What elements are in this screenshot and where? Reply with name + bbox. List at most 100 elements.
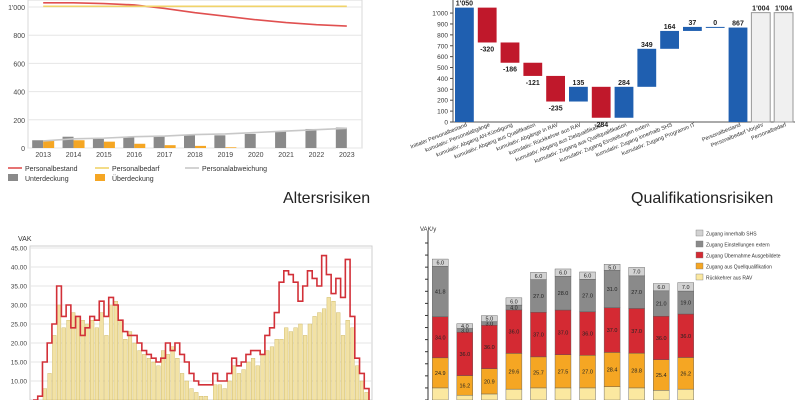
age-bar-bestand [364,392,369,400]
waterfall-bar [637,48,657,87]
line-personalabweichung [43,127,347,142]
stack-value-label: 26.2 [680,371,691,377]
age-bar-bestand [180,373,185,400]
stack-value-label: 5.0 [608,265,616,271]
stack-segment [505,297,523,306]
age-bar-bestand [284,327,289,400]
stack-value-label: 27.0 [631,290,642,296]
stack-segment [530,387,547,400]
x-tick-label: 2020 [248,152,264,159]
stack-segment [653,390,670,400]
stack-segment [554,387,572,400]
stack-value-label: 37.0 [533,333,544,339]
waterfall-value-label: 0 [713,20,717,27]
stack-value-label: 6.0 [657,285,665,291]
age-bar-bestand [269,346,275,400]
age-bar-bestand [350,327,355,400]
stack-segment [432,387,449,400]
legend-swatch [695,240,704,248]
age-bar-bestand [75,316,81,400]
x-tick-label: 2018 [187,152,203,159]
stack-value-label: 7.0 [682,285,690,291]
y-tick-label: 100 [437,109,448,116]
waterfall-bar [523,62,543,76]
stack-value-label: 28.8 [631,369,642,375]
waterfall-value-label: 1'004 [752,6,769,13]
waterfall-value-label: -186 [503,67,517,74]
age-bar-bestand [265,350,270,400]
stack-segment [653,283,670,292]
y-tick-label: 0 [21,146,25,153]
age-bar-bestand [56,304,62,400]
age-bar-bestand [151,361,156,400]
age-distribution-chart: VAK 10.00 15.00 20.00 25.00 30.00 35.00 40.00 45… [11,236,373,400]
age-bar-bestand [340,335,346,400]
y-tick-label: 35.00 [11,284,28,291]
stack-value-label: 36.0 [680,334,691,340]
stack-value-label: 16.2 [459,383,470,389]
y-tick-label: 30.00 [11,303,28,310]
stack-segment [530,272,547,280]
age-bar-bestand [213,384,218,400]
stack-segment [579,271,596,280]
stack-value-label: 31.0 [607,287,618,293]
age-step-line-bedarf [33,254,370,400]
age-bar-bestand [142,354,147,400]
age-bar-bestand [161,350,166,400]
age-bar-bestand [203,395,208,400]
stack-segment [481,393,498,400]
age-bar-bestand [85,323,90,400]
bar-unterdeckung [305,128,317,148]
bar-ueberdeckung [134,143,146,148]
waterfall-value-label: 1'004 [775,6,792,13]
personnel-chart: 0 200 400 600 800 1'000 2013 2014 2015 2016 2017 20… [8,0,363,183]
age-bar-bestand [127,331,133,400]
y-tick-label: 1'000 [432,11,448,18]
age-bar-bestand [156,365,161,400]
stack-value-label: 24.9 [435,371,446,377]
stack-value-label: 37.0 [631,329,642,335]
y-tick-label: 10.00 [11,379,28,386]
waterfall-value-label: -284 [594,122,608,129]
legend-swatch [695,229,704,237]
y-tick-label: 0 [444,120,448,127]
stack-value-label: 36.0 [509,330,520,336]
waterfall-bar [750,12,771,123]
stack-segment [603,386,621,400]
y-tick-label: 500 [437,65,448,72]
age-bar-bestand [307,323,312,400]
stack-segment [554,268,572,277]
y-tick-label: 200 [13,118,25,125]
age-bar-bestand [146,357,152,400]
age-bar-bestand [250,357,256,400]
legend-label: Zugang innerhalb SHS [706,232,757,238]
stack-value-label: 6.0 [510,299,518,305]
stack-value-label: 41.8 [435,290,446,296]
bar-unterdeckung [32,140,44,148]
age-bar-bestand [236,373,241,400]
waterfall-bar [660,30,679,49]
x-tick-label: 2016 [126,152,142,159]
legend-label: Personalbestand [25,166,78,173]
age-bar-bestand [71,312,76,400]
bar-unterdeckung [92,138,104,148]
age-bar-bestand [260,354,265,400]
waterfall-value-label: 349 [641,42,653,49]
age-bar-bestand [118,319,123,400]
stack-segment [628,267,645,277]
stack-value-label: 4.0 [510,305,518,311]
age-bar-bestand [80,319,85,400]
legend-swatch [695,273,704,281]
waterfall-value-label: -121 [526,80,540,87]
line-personalbestand [43,2,347,27]
age-bar-bestand [47,373,52,400]
bar-ueberdeckung [103,141,115,148]
legend-swatch [8,174,18,181]
bar-unterdeckung [335,127,347,148]
age-bar-bestand [312,316,317,400]
stack-value-label: 5.0 [486,317,494,323]
stack-value-label: 3.0 [461,328,469,334]
plot-area [27,0,363,149]
y-tick-label: 600 [13,61,25,68]
stack-value-label: 19.0 [680,301,691,307]
